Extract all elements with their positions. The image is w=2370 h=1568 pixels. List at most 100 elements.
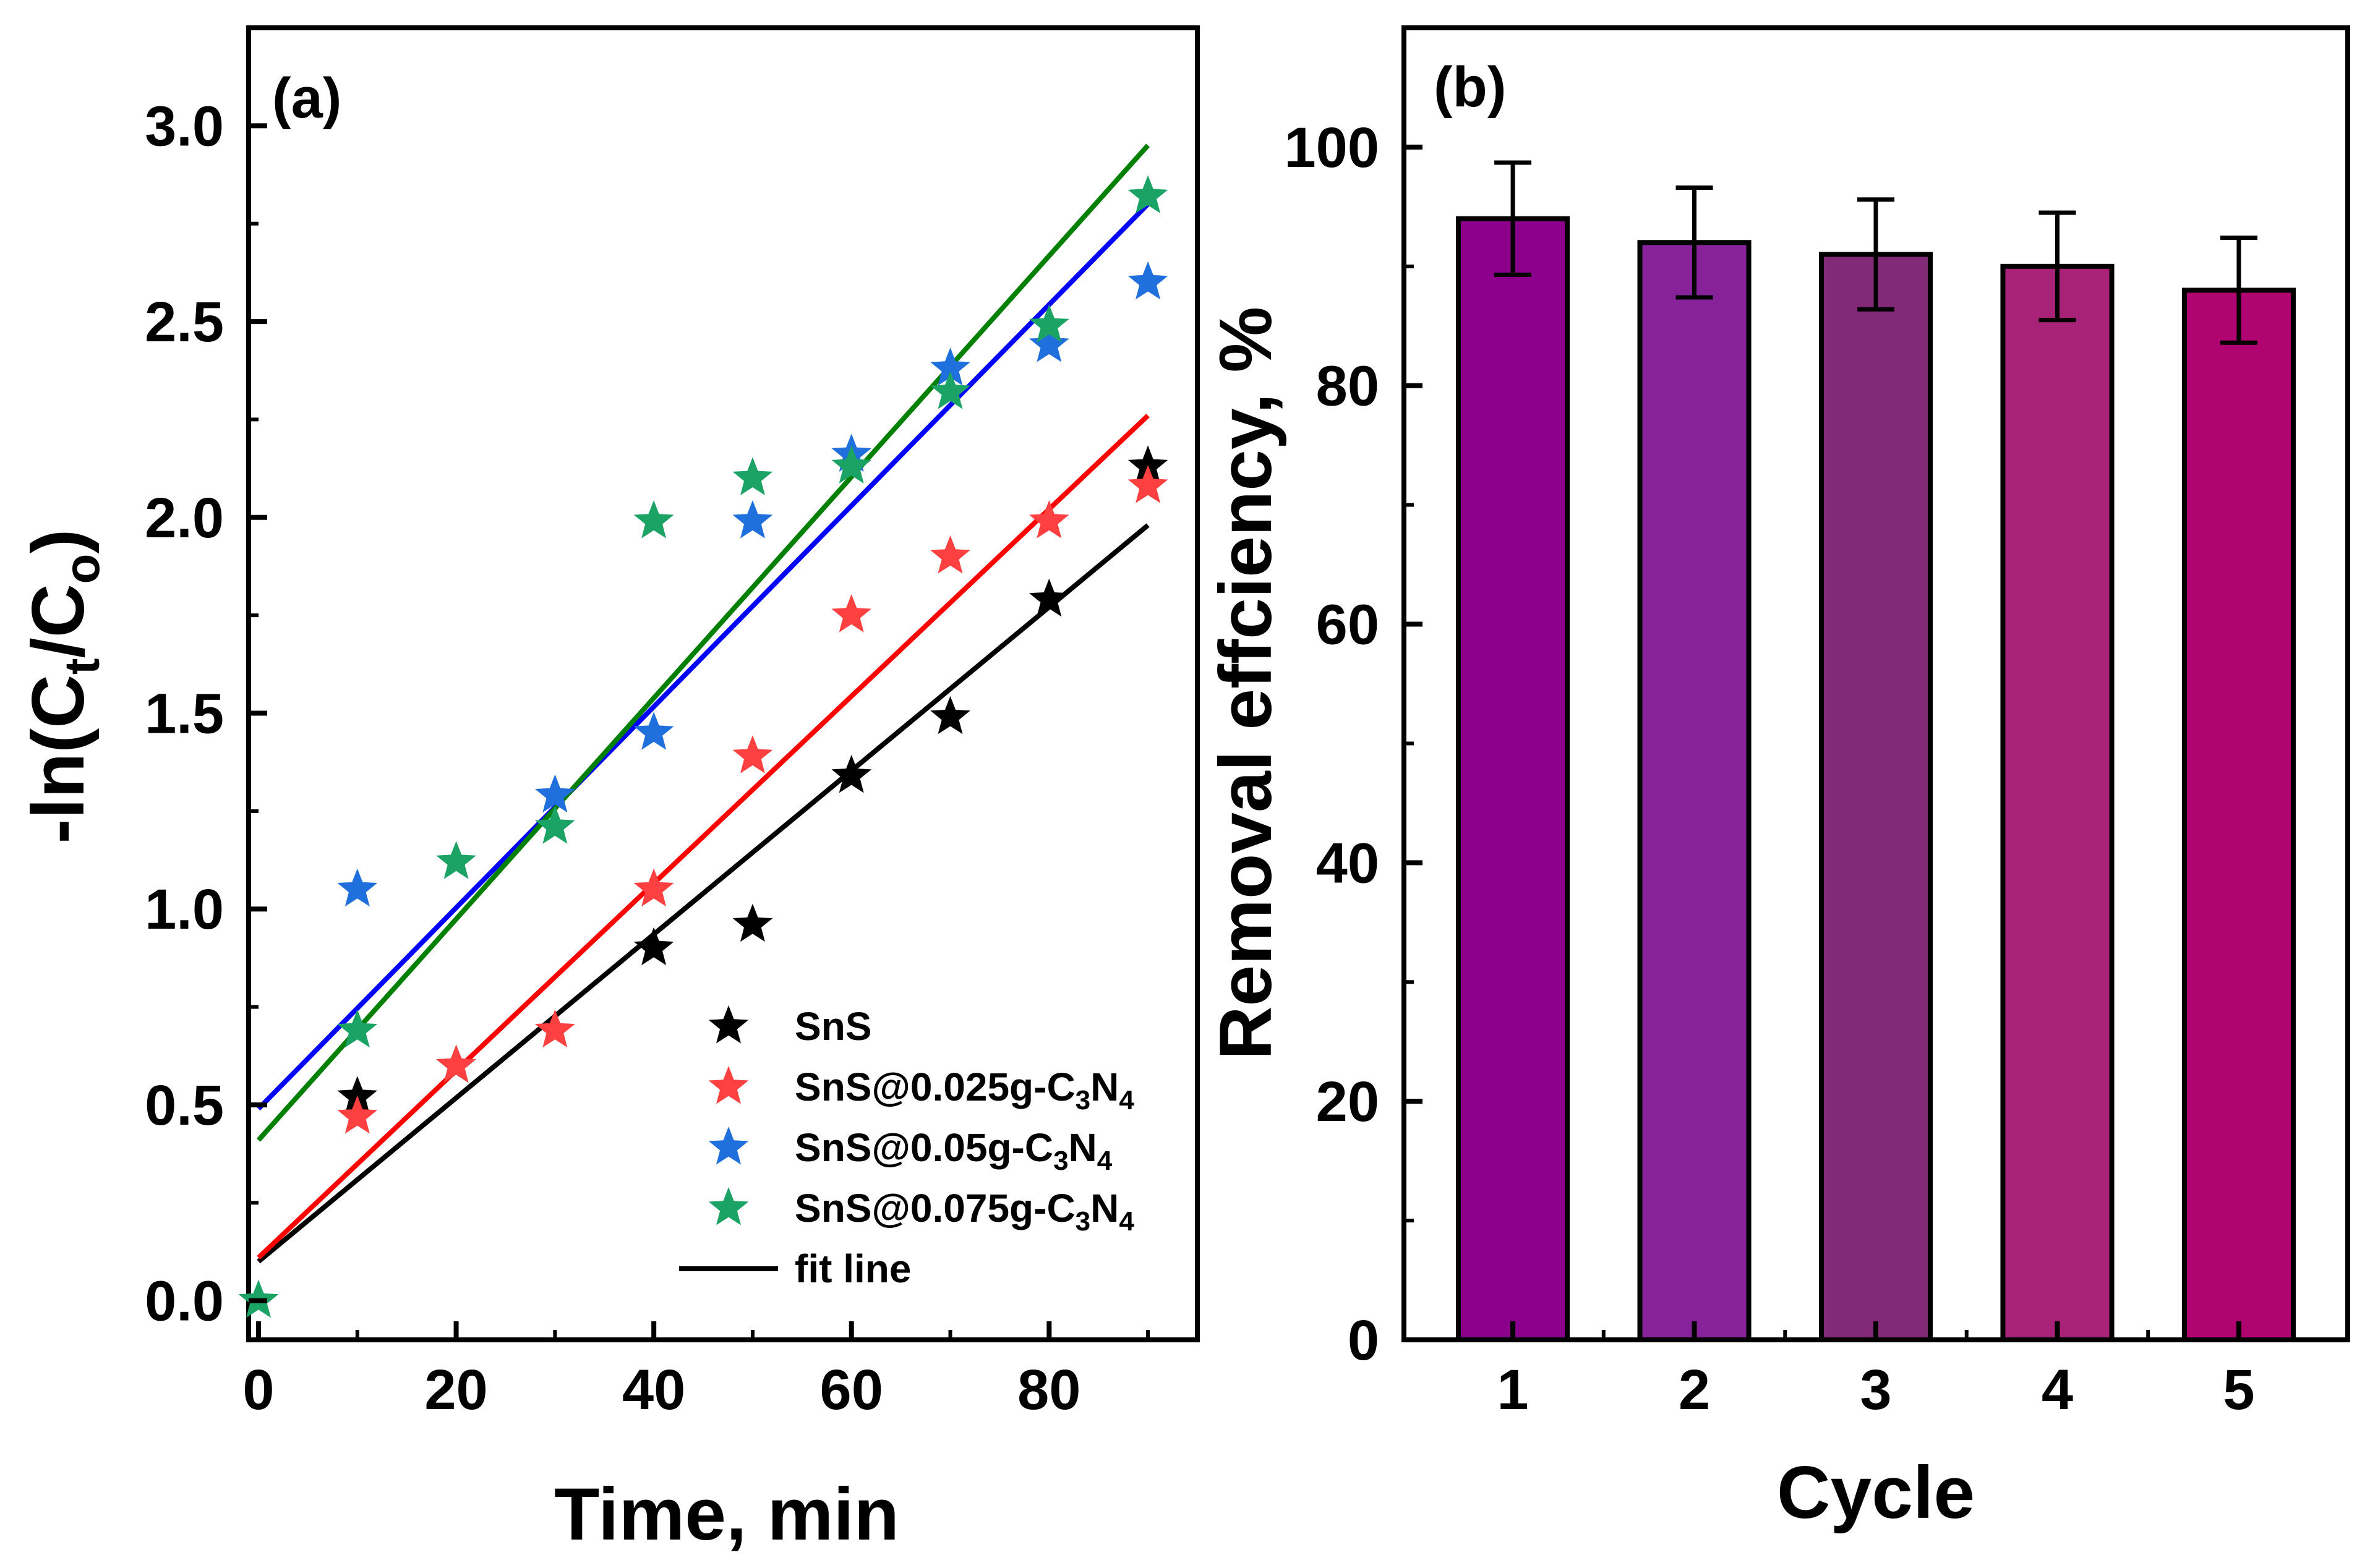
panel-a-x-axis-title: Time, min bbox=[554, 1473, 899, 1556]
data-point-sns075 bbox=[337, 1009, 378, 1048]
legend-subscript: 3 bbox=[1076, 1085, 1090, 1115]
legend-text-part: SnS@0.075g-C bbox=[795, 1186, 1076, 1230]
data-point-sns bbox=[831, 754, 872, 793]
y-tick-label: 1.5 bbox=[145, 683, 224, 746]
y-tick-label: 20 bbox=[1316, 1070, 1379, 1133]
legend-text-part: N bbox=[1069, 1125, 1097, 1170]
y-tick-label: 3.0 bbox=[145, 95, 224, 158]
x-tick-label: 0 bbox=[242, 1358, 274, 1421]
legend-subscript: 4 bbox=[1097, 1146, 1113, 1176]
data-point-sns bbox=[1127, 445, 1168, 484]
legend-label-sns025: SnS@0.025g-C3N4 bbox=[795, 1065, 1134, 1115]
data-point-sns075 bbox=[633, 500, 674, 539]
bar-cycle-2 bbox=[1637, 240, 1752, 1343]
panel-a-legend: SnSSnS@0.025g-C3N4SnS@0.05g-C3N4SnS@0.07… bbox=[679, 1004, 1134, 1291]
legend-label-fit-line: fit line bbox=[795, 1246, 911, 1291]
y-tick-label: 80 bbox=[1316, 355, 1379, 418]
data-point-sns075 bbox=[436, 841, 476, 879]
y-tick-label: 40 bbox=[1316, 832, 1379, 895]
data-point-sns075 bbox=[732, 457, 773, 495]
y-tick-label: 0.0 bbox=[145, 1270, 224, 1333]
data-point-sns075 bbox=[535, 806, 575, 844]
y-tick-label: 1.0 bbox=[145, 878, 224, 941]
legend-subscript: 4 bbox=[1119, 1085, 1134, 1115]
y-tick-label: 2.0 bbox=[145, 487, 224, 550]
legend-marker-sns05 bbox=[708, 1127, 749, 1165]
y-tick-label: 2.5 bbox=[145, 291, 224, 354]
legend-text-part: SnS bbox=[795, 1004, 871, 1049]
fit-line-sns025 bbox=[257, 414, 1150, 1259]
bar-cycle-1 bbox=[1456, 216, 1570, 1342]
data-point-sns bbox=[1029, 578, 1069, 617]
data-point-sns075 bbox=[1029, 304, 1069, 343]
data-point-sns bbox=[930, 696, 970, 735]
panel-a-x-axis: 0 20 40 60 80 bbox=[242, 1321, 1150, 1421]
panel-b-bars bbox=[1456, 160, 2296, 1343]
x-tick-label: 20 bbox=[424, 1358, 487, 1421]
x-tick-label: 3 bbox=[1860, 1358, 1891, 1421]
legend-label-sns: SnS bbox=[795, 1004, 871, 1049]
ylabel-mid: /C bbox=[17, 584, 100, 658]
panel-a-y-axis: 0.0 0.5 1.0 1.5 2.0 2.5 3.0 bbox=[145, 95, 267, 1333]
legend-subscript: 3 bbox=[1053, 1146, 1068, 1176]
data-point-sns05 bbox=[337, 868, 378, 907]
legend-marker-sns bbox=[708, 1005, 749, 1044]
x-tick-label: 5 bbox=[2223, 1358, 2254, 1421]
y-tick-label: 60 bbox=[1316, 594, 1379, 657]
data-point-sns025 bbox=[436, 1044, 476, 1083]
legend-text-part: N bbox=[1090, 1065, 1119, 1109]
data-point-sns075 bbox=[831, 445, 872, 484]
x-tick-label: 80 bbox=[1017, 1358, 1080, 1421]
data-point-sns075 bbox=[1127, 175, 1168, 213]
panel-b-y-axis-title: Removal effciency, % bbox=[1204, 307, 1287, 1060]
panel-a-plot-frame bbox=[246, 25, 1200, 1342]
data-point-sns bbox=[633, 927, 674, 966]
data-point-sns025 bbox=[1127, 465, 1168, 503]
legend-label-sns05: SnS@0.05g-C3N4 bbox=[795, 1125, 1113, 1176]
panel-a-fit-lines bbox=[256, 143, 1150, 1264]
x-tick-label: 1 bbox=[1497, 1358, 1528, 1421]
legend-subscript: 4 bbox=[1119, 1206, 1134, 1237]
panel-b-chart: 0 20 40 60 80 100 1 2 3 4 5 (b) Cycle Removal eff… bbox=[1204, 25, 2350, 1534]
legend-marker-sns075 bbox=[708, 1187, 749, 1225]
ylabel-main: -ln(C bbox=[17, 675, 100, 843]
x-tick-label: 60 bbox=[820, 1358, 883, 1421]
legend-text-part: N bbox=[1090, 1186, 1119, 1230]
data-point-sns025 bbox=[831, 594, 872, 633]
data-point-sns05 bbox=[633, 712, 674, 750]
panel-a-y-axis-title: -ln(Ct/Co) bbox=[17, 529, 109, 844]
panel-a-label: (a) bbox=[272, 67, 341, 130]
data-point-sns05 bbox=[930, 347, 970, 386]
legend-subscript: 3 bbox=[1076, 1206, 1090, 1237]
panel-b-x-axis-title: Cycle bbox=[1777, 1451, 1975, 1534]
data-point-sns05 bbox=[732, 500, 773, 539]
data-point-sns05 bbox=[1029, 324, 1069, 362]
legend-label-sns075: SnS@0.075g-C3N4 bbox=[795, 1186, 1134, 1237]
y-tick-label: 0.5 bbox=[145, 1074, 224, 1137]
ylabel-sub-t: t bbox=[54, 658, 109, 675]
fit-line-sns075 bbox=[256, 143, 1150, 1142]
x-tick-label: 40 bbox=[622, 1358, 685, 1421]
bar-cycle-5 bbox=[2181, 288, 2296, 1342]
data-point-sns bbox=[732, 903, 773, 942]
panel-b-label: (b) bbox=[1434, 56, 1506, 119]
data-point-sns025 bbox=[337, 1095, 378, 1134]
y-tick-label: 0 bbox=[1348, 1309, 1379, 1372]
panel-b-y-axis: 0 20 40 60 80 100 bbox=[1285, 116, 1422, 1372]
data-point-sns025 bbox=[732, 735, 773, 773]
legend-text-part: SnS@0.025g-C bbox=[795, 1065, 1076, 1109]
data-point-sns025 bbox=[930, 535, 970, 574]
data-point-sns025 bbox=[535, 1009, 575, 1048]
data-point-sns075 bbox=[930, 371, 970, 409]
ylabel-end: ) bbox=[17, 529, 100, 554]
bar-cycle-3 bbox=[1818, 252, 1933, 1343]
data-point-sns025 bbox=[633, 868, 674, 907]
bar-cycle-4 bbox=[2000, 263, 2115, 1342]
data-point-sns025 bbox=[1029, 500, 1069, 539]
data-point-sns05 bbox=[535, 774, 575, 812]
panel-a-chart: 0.0 0.5 1.0 1.5 2.0 2.5 3.0 0 20 40 60 80 (a) Time… bbox=[17, 25, 1200, 1556]
fit-line-sns05 bbox=[257, 202, 1150, 1111]
x-tick-label: 2 bbox=[1679, 1358, 1710, 1421]
panel-b-x-axis: 1 2 3 4 5 bbox=[1497, 1321, 2255, 1421]
